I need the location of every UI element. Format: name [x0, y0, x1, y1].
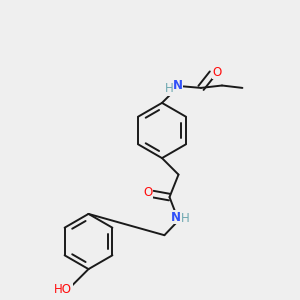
Text: N: N — [173, 79, 183, 92]
Text: H: H — [164, 82, 173, 95]
Text: O: O — [213, 65, 222, 79]
Text: H: H — [181, 212, 190, 225]
Text: HO: HO — [54, 283, 72, 296]
Text: N: N — [171, 211, 181, 224]
Text: O: O — [143, 186, 152, 199]
